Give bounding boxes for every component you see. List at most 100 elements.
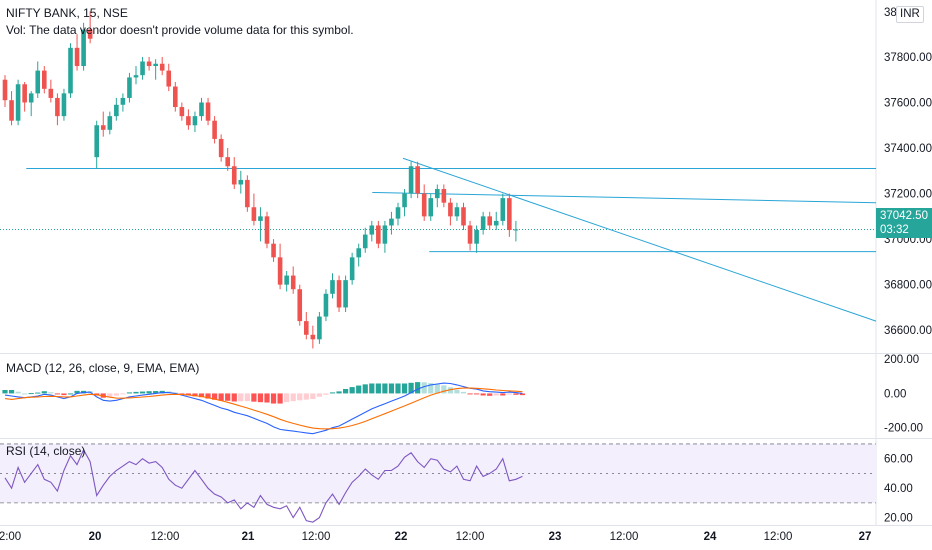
signal-line — [4, 387, 523, 430]
macd-histogram-bar — [257, 393, 264, 403]
down-candle — [461, 207, 466, 226]
up-candle — [454, 207, 460, 217]
down-candle — [277, 257, 283, 285]
price-tick-label: 37800.00 — [884, 52, 932, 64]
macd-histogram-bar — [284, 393, 290, 403]
macd-histogram-bar — [297, 393, 303, 401]
down-candle — [421, 193, 427, 217]
up-candle — [120, 97, 126, 105]
down-candle — [264, 216, 270, 244]
macd-histogram-bar — [362, 384, 368, 394]
macd-histogram-bar — [67, 393, 74, 395]
time-tick-label: 23 — [549, 531, 562, 543]
up-candle — [474, 230, 479, 244]
up-candle — [258, 216, 263, 221]
macd-histogram-bar — [336, 391, 342, 394]
macd-histogram-bar — [493, 393, 499, 396]
down-candle — [212, 120, 217, 139]
macd-histogram-bar — [126, 392, 133, 394]
down-candle — [310, 334, 316, 340]
macd-histogram-bar — [74, 390, 80, 394]
macd-histogram-bar — [460, 391, 467, 394]
up-candle — [408, 166, 414, 194]
bar-countdown: 03:32 — [880, 224, 909, 236]
macd-histogram-bar — [519, 393, 526, 396]
time-tick-label: 2:00 — [0, 531, 21, 543]
macd-histogram-bar — [323, 393, 329, 395]
macd-histogram-bar — [8, 390, 15, 394]
macd-histogram-bar — [41, 391, 47, 394]
up-candle — [480, 216, 486, 231]
up-candle — [323, 293, 329, 317]
price-tick-label: 37600.00 — [884, 97, 932, 109]
macd-histogram-bar — [375, 383, 381, 394]
macd-histogram-bar — [474, 393, 480, 395]
up-candle — [284, 275, 289, 285]
up-candle — [133, 75, 139, 78]
macd-histogram-bar — [303, 393, 309, 400]
time-tick-label: 24 — [704, 531, 717, 543]
macd-histogram-bar — [120, 393, 126, 395]
down-candle — [179, 107, 185, 117]
price-tick-label: 37200.00 — [884, 189, 932, 201]
macd-histogram-bar — [343, 388, 349, 394]
down-candle — [415, 166, 420, 194]
macd-histogram-bar — [231, 393, 237, 402]
up-candle — [199, 102, 204, 117]
macd-histogram-bar — [388, 383, 395, 394]
price-scale-top-label: 38 — [884, 7, 897, 19]
volume-note: Vol: The data vendor doesn't provide vol… — [6, 23, 354, 37]
down-candle — [186, 116, 191, 126]
down-candle — [448, 202, 453, 217]
down-candle — [74, 47, 80, 67]
price-tick-label: 37400.00 — [884, 143, 932, 155]
macd-histogram-bar — [382, 383, 388, 394]
macd-histogram-bar — [61, 393, 67, 396]
up-candle — [35, 70, 41, 94]
macd-histogram-bar — [316, 393, 322, 397]
macd-histogram-bar — [179, 393, 185, 395]
down-candle — [48, 88, 54, 98]
macd-histogram-bar — [487, 393, 493, 396]
price-tick-label: 36600.00 — [884, 325, 932, 337]
up-candle — [513, 229, 519, 231]
time-tick-label: 12:00 — [302, 531, 331, 543]
down-candle — [146, 61, 152, 67]
down-candle — [87, 29, 93, 39]
macd-histogram-bar — [35, 392, 41, 394]
macd-histogram-bar — [434, 384, 440, 394]
up-candle — [28, 93, 34, 103]
macd-histogram-bar — [225, 393, 231, 401]
up-candle — [192, 116, 198, 126]
macd-histogram-bar — [2, 390, 8, 394]
down-candle — [55, 97, 60, 117]
up-candle — [435, 189, 440, 199]
down-candle — [2, 79, 8, 101]
time-tick-label: 12:00 — [610, 531, 639, 543]
up-candle — [428, 198, 434, 217]
up-candle — [140, 61, 145, 76]
macd-histogram-bar — [447, 387, 453, 394]
down-candle — [304, 321, 309, 335]
up-candle — [369, 225, 375, 235]
down-candle — [271, 243, 276, 258]
macd-histogram-bar — [401, 383, 408, 394]
rsi-legend[interactable]: RSI (14, close) — [6, 444, 86, 458]
up-candle — [127, 77, 132, 98]
macd-histogram-bar — [428, 383, 434, 394]
last-price-value: 37042.50 — [880, 210, 928, 222]
macd-histogram-bar — [408, 382, 414, 394]
down-candle — [231, 166, 237, 185]
down-candle — [42, 70, 47, 89]
macd-legend[interactable]: MACD (12, 26, close, 9, EMA, EMA) — [6, 361, 200, 375]
macd-line — [4, 382, 523, 435]
down-candle — [251, 207, 257, 221]
currency-badge[interactable]: INR — [896, 6, 924, 23]
rsi-line — [4, 448, 523, 523]
up-candle — [15, 84, 21, 121]
macd-histogram-bar — [395, 383, 401, 394]
up-candle — [389, 218, 394, 226]
symbol-title[interactable]: NIFTY BANK, 15, NSE — [6, 6, 128, 20]
up-candle — [500, 198, 506, 221]
